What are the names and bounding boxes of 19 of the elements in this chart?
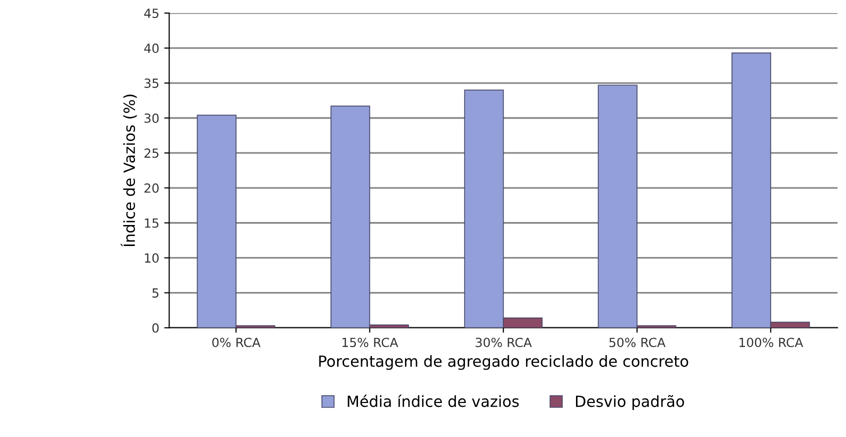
y-tick-label: 35: [144, 78, 158, 88]
x-tick-label: 100% RCA: [740, 338, 804, 348]
legend-label: Desvio padrão: [576, 394, 684, 410]
x-axis-title: Porcentagem de agregado reciclado de concreto: [319, 355, 688, 370]
y-tick-label: 30: [144, 113, 159, 123]
x-tick-label: 50% RCA: [609, 338, 666, 348]
y-tick-label: 25: [144, 148, 158, 158]
y-tick-label: 0: [152, 323, 159, 333]
y-tick-label: 40: [144, 44, 159, 53]
y-axis-title: Índice de Vazios (%): [120, 94, 137, 246]
legend-label: Média índice de vazios: [348, 394, 519, 408]
y-tick-label: 45: [144, 8, 158, 18]
y-tick-label: 15: [144, 218, 158, 228]
x-tick-label: 0% RCA: [212, 338, 260, 348]
x-tick-label: 15% RCA: [342, 338, 398, 348]
y-tick-label: 10: [144, 253, 159, 263]
y-tick-label: 5: [152, 288, 158, 298]
x-tick-label: 30% RCA: [476, 338, 532, 348]
y-tick-label: 20: [144, 183, 159, 193]
